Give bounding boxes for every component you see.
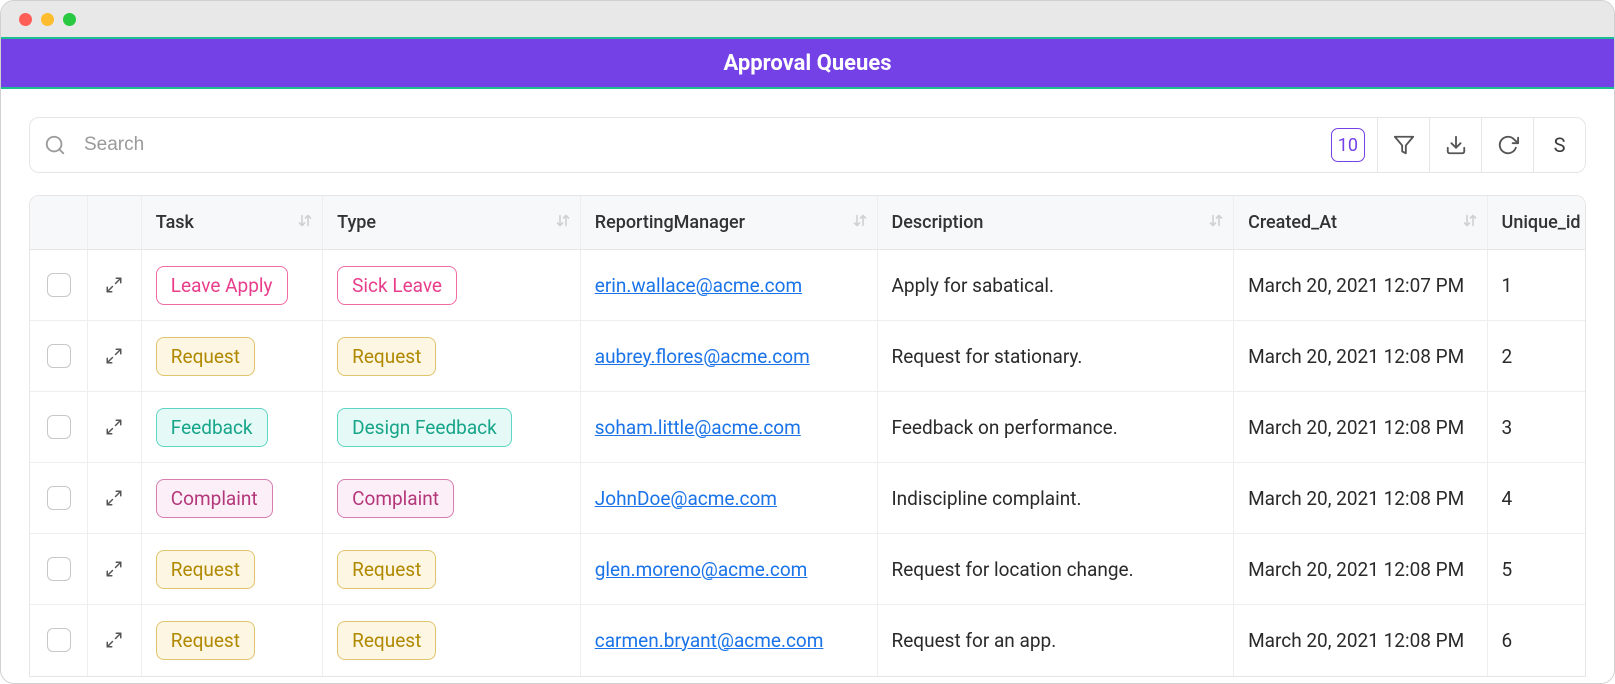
manager-email-link[interactable]: glen.moreno@acme.com <box>595 558 808 581</box>
table-row: Feedback Design Feedback soham.little@acme… <box>30 392 1585 463</box>
type-tag: Request <box>337 550 436 589</box>
manager-email-link[interactable]: carmen.bryant@acme.com <box>595 629 824 652</box>
search-wrap <box>44 134 1331 156</box>
task-tag: Request <box>156 621 255 660</box>
type-tag: Complaint <box>337 479 454 518</box>
table-header-row: Task Type ReportingManager Descript <box>30 196 1585 250</box>
table-row: Leave Apply Sick Leave erin.wallace@acme.c… <box>30 250 1585 321</box>
col-header-checkbox[interactable] <box>30 196 88 250</box>
col-header-task[interactable]: Task <box>141 196 322 250</box>
approval-table: Task Type ReportingManager Descript <box>30 196 1585 676</box>
refresh-icon <box>1497 134 1519 156</box>
type-tag: Design Feedback <box>337 408 512 447</box>
filter-button[interactable] <box>1377 118 1429 172</box>
traffic-light-minimize[interactable] <box>41 13 54 26</box>
col-header-label: Type <box>337 212 376 233</box>
mac-titlebar <box>1 1 1614 37</box>
search-input[interactable] <box>84 134 1331 156</box>
col-header-manager[interactable]: ReportingManager <box>580 196 877 250</box>
s-button[interactable]: S <box>1533 118 1585 172</box>
type-tag: Sick Leave <box>337 266 457 305</box>
created-cell: March 20, 2021 12:08 PM <box>1234 321 1487 392</box>
search-icon <box>44 134 66 156</box>
expand-icon[interactable] <box>102 560 127 578</box>
sort-icon <box>556 212 570 233</box>
uid-cell: 4 <box>1487 463 1585 534</box>
sort-icon <box>1463 212 1477 233</box>
row-checkbox[interactable] <box>47 486 71 510</box>
uid-cell: 1 <box>1487 250 1585 321</box>
toolbar-right: 10 S <box>1331 118 1585 172</box>
expand-icon[interactable] <box>102 418 127 436</box>
task-tag: Leave Apply <box>156 266 288 305</box>
row-checkbox[interactable] <box>47 557 71 581</box>
page-title: Approval Queues <box>723 51 891 76</box>
row-checkbox[interactable] <box>47 415 71 439</box>
download-button[interactable] <box>1429 118 1481 172</box>
expand-icon[interactable] <box>102 489 127 507</box>
filter-icon <box>1393 134 1415 156</box>
expand-icon[interactable] <box>102 631 127 649</box>
col-header-type[interactable]: Type <box>323 196 581 250</box>
description-cell: Apply for sabatical. <box>877 250 1234 321</box>
col-header-label: Task <box>156 212 194 233</box>
created-cell: March 20, 2021 12:07 PM <box>1234 250 1487 321</box>
col-header-created[interactable]: Created_At <box>1234 196 1487 250</box>
expand-icon[interactable] <box>102 276 127 294</box>
type-tag: Request <box>337 621 436 660</box>
table-body: Leave Apply Sick Leave erin.wallace@acme.c… <box>30 250 1585 676</box>
manager-email-link[interactable]: JohnDoe@acme.com <box>595 487 777 510</box>
manager-email-link[interactable]: aubrey.flores@acme.com <box>595 345 810 368</box>
col-header-uid[interactable]: Unique_id <box>1487 196 1585 250</box>
uid-cell: 3 <box>1487 392 1585 463</box>
description-cell: Request for location change. <box>877 534 1234 605</box>
uid-cell: 5 <box>1487 534 1585 605</box>
sort-icon <box>1209 212 1223 233</box>
col-header-description[interactable]: Description <box>877 196 1234 250</box>
task-tag: Feedback <box>156 408 268 447</box>
expand-icon[interactable] <box>102 347 127 365</box>
row-checkbox[interactable] <box>47 344 71 368</box>
col-header-expand <box>88 196 142 250</box>
page-size-badge[interactable]: 10 <box>1331 128 1365 162</box>
sort-icon <box>853 212 867 233</box>
description-cell: Indiscipline complaint. <box>877 463 1234 534</box>
description-cell: Request for stationary. <box>877 321 1234 392</box>
created-cell: March 20, 2021 12:08 PM <box>1234 463 1487 534</box>
refresh-button[interactable] <box>1481 118 1533 172</box>
row-checkbox[interactable] <box>47 628 71 652</box>
manager-email-link[interactable]: erin.wallace@acme.com <box>595 274 802 297</box>
col-header-label: Unique_id <box>1502 212 1581 233</box>
content-area: 10 S <box>1 89 1614 677</box>
table-row: Request Request glen.moreno@acme.com Reques… <box>30 534 1585 605</box>
row-checkbox[interactable] <box>47 273 71 297</box>
toolbar: 10 S <box>29 117 1586 173</box>
uid-cell: 6 <box>1487 605 1585 676</box>
traffic-light-zoom[interactable] <box>63 13 76 26</box>
col-header-label: ReportingManager <box>595 212 745 233</box>
table-row: Complaint Complaint JohnDoe@acme.com Indisc… <box>30 463 1585 534</box>
col-header-label: Created_At <box>1248 212 1337 233</box>
created-cell: March 20, 2021 12:08 PM <box>1234 605 1487 676</box>
task-tag: Request <box>156 337 255 376</box>
table-row: Request Request aubrey.flores@acme.com Requ… <box>30 321 1585 392</box>
type-tag: Request <box>337 337 436 376</box>
created-cell: March 20, 2021 12:08 PM <box>1234 534 1487 605</box>
task-tag: Complaint <box>156 479 273 518</box>
manager-email-link[interactable]: soham.little@acme.com <box>595 416 801 439</box>
mac-window: Approval Queues 10 S <box>0 0 1615 684</box>
col-header-label: Description <box>892 212 984 233</box>
traffic-light-close[interactable] <box>19 13 32 26</box>
table-row: Request Request carmen.bryant@acme.com Requ… <box>30 605 1585 676</box>
description-cell: Feedback on performance. <box>877 392 1234 463</box>
sort-icon <box>298 212 312 233</box>
table-wrap: Task Type ReportingManager Descript <box>29 195 1586 677</box>
download-icon <box>1445 134 1467 156</box>
page-header: Approval Queues <box>1 37 1614 89</box>
description-cell: Request for an app. <box>877 605 1234 676</box>
task-tag: Request <box>156 550 255 589</box>
uid-cell: 2 <box>1487 321 1585 392</box>
created-cell: March 20, 2021 12:08 PM <box>1234 392 1487 463</box>
